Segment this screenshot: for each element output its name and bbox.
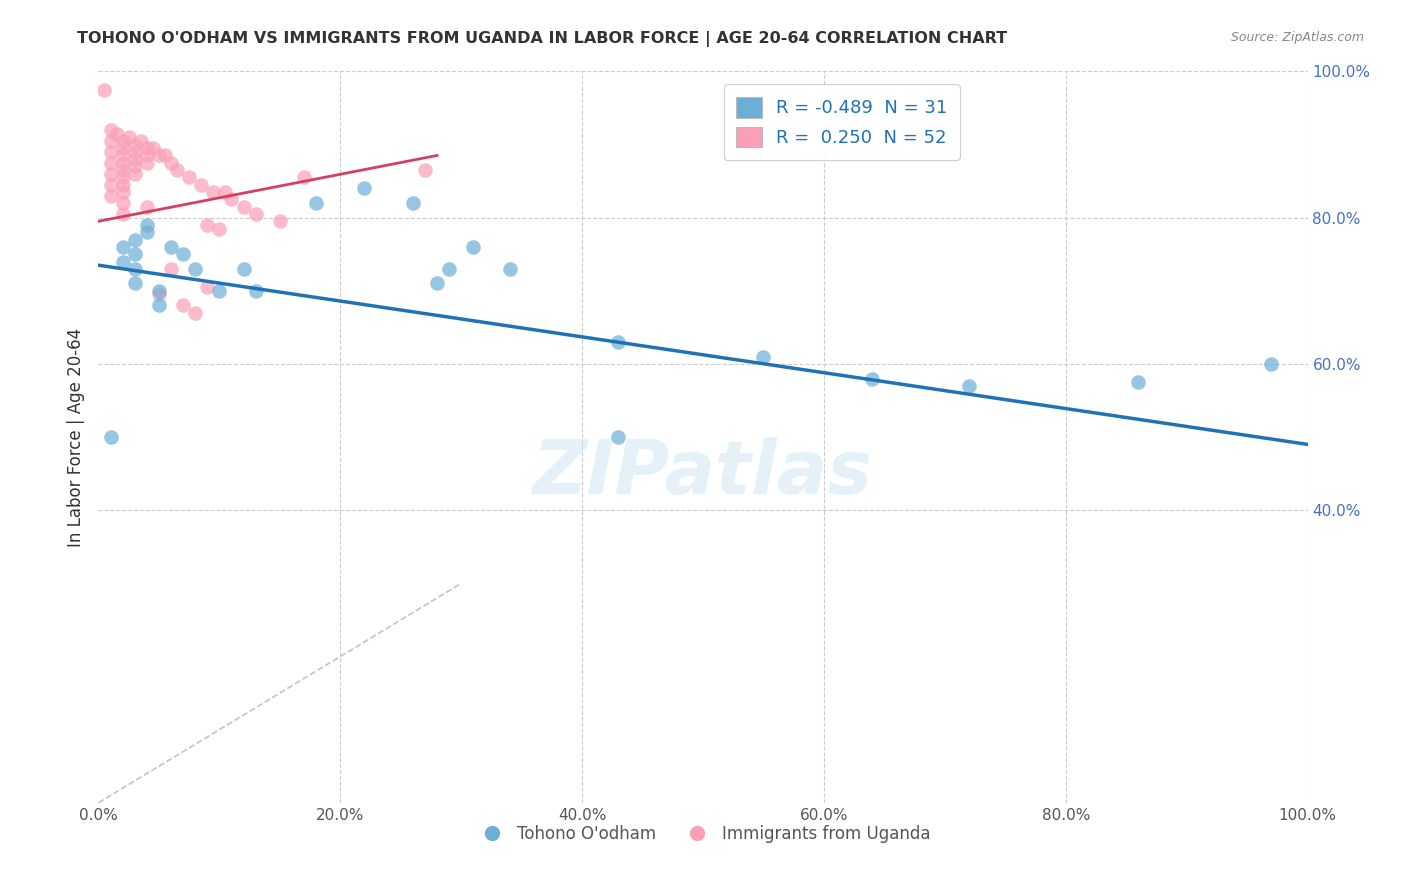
Point xyxy=(111,185,134,199)
Point xyxy=(153,148,176,162)
Point xyxy=(111,178,134,192)
Point xyxy=(129,134,152,148)
Point xyxy=(402,196,425,211)
Point xyxy=(1260,357,1282,371)
Point xyxy=(100,145,122,159)
Point xyxy=(135,200,157,214)
Point xyxy=(160,261,183,276)
Point xyxy=(232,200,254,214)
Point xyxy=(124,152,146,166)
Point xyxy=(232,261,254,276)
Point xyxy=(957,379,980,393)
Point xyxy=(148,284,170,298)
Point xyxy=(124,160,146,174)
Point xyxy=(100,156,122,170)
Point xyxy=(221,193,243,207)
Point xyxy=(135,156,157,170)
Point xyxy=(100,167,122,181)
Point xyxy=(111,148,134,162)
Point xyxy=(124,261,146,276)
Point xyxy=(111,134,134,148)
Text: Source: ZipAtlas.com: Source: ZipAtlas.com xyxy=(1230,31,1364,45)
Point xyxy=(179,170,201,185)
Point xyxy=(208,284,231,298)
Point xyxy=(111,207,134,221)
Point xyxy=(184,261,207,276)
Point xyxy=(100,430,122,444)
Point xyxy=(353,181,375,195)
Point xyxy=(166,163,188,178)
Point xyxy=(135,225,157,239)
Point xyxy=(148,287,170,301)
Point xyxy=(111,254,134,268)
Point xyxy=(111,156,134,170)
Point xyxy=(172,247,194,261)
Point xyxy=(1128,376,1150,390)
Point xyxy=(148,148,170,162)
Y-axis label: In Labor Force | Age 20-64: In Labor Force | Age 20-64 xyxy=(66,327,84,547)
Point xyxy=(426,277,449,291)
Point xyxy=(202,185,225,199)
Point xyxy=(111,240,134,254)
Point xyxy=(172,298,194,312)
Point xyxy=(245,207,267,221)
Point xyxy=(118,130,141,145)
Point xyxy=(292,170,315,185)
Point xyxy=(214,185,236,199)
Point xyxy=(463,240,485,254)
Point xyxy=(607,334,630,349)
Point xyxy=(190,178,212,192)
Text: TOHONO O'ODHAM VS IMMIGRANTS FROM UGANDA IN LABOR FORCE | AGE 20-64 CORRELATION : TOHONO O'ODHAM VS IMMIGRANTS FROM UGANDA… xyxy=(77,31,1008,47)
Point xyxy=(124,277,146,291)
Point xyxy=(111,170,134,185)
Point xyxy=(148,298,170,312)
Point xyxy=(124,167,146,181)
Point xyxy=(269,214,291,228)
Point xyxy=(124,145,146,159)
Point xyxy=(498,261,520,276)
Point xyxy=(160,240,183,254)
Point xyxy=(100,123,122,137)
Point xyxy=(195,218,218,232)
Point xyxy=(135,141,157,155)
Point xyxy=(135,148,157,162)
Point xyxy=(160,156,183,170)
Point xyxy=(437,261,460,276)
Point xyxy=(135,218,157,232)
Point xyxy=(111,163,134,178)
Point xyxy=(142,141,165,155)
Point xyxy=(245,284,267,298)
Point xyxy=(860,371,883,385)
Point xyxy=(100,178,122,192)
Point xyxy=(184,306,207,320)
Point xyxy=(105,127,128,141)
Point xyxy=(208,221,231,235)
Point xyxy=(607,430,630,444)
Point xyxy=(752,350,775,364)
Text: ZIPatlas: ZIPatlas xyxy=(533,437,873,510)
Point xyxy=(111,196,134,211)
Point xyxy=(195,280,218,294)
Legend: Tohono O'odham, Immigrants from Uganda: Tohono O'odham, Immigrants from Uganda xyxy=(468,818,938,849)
Point xyxy=(305,196,328,211)
Point xyxy=(124,233,146,247)
Point xyxy=(100,134,122,148)
Point xyxy=(111,141,134,155)
Point xyxy=(413,163,436,178)
Point xyxy=(93,83,115,97)
Point xyxy=(100,188,122,202)
Point xyxy=(124,137,146,152)
Point xyxy=(124,247,146,261)
